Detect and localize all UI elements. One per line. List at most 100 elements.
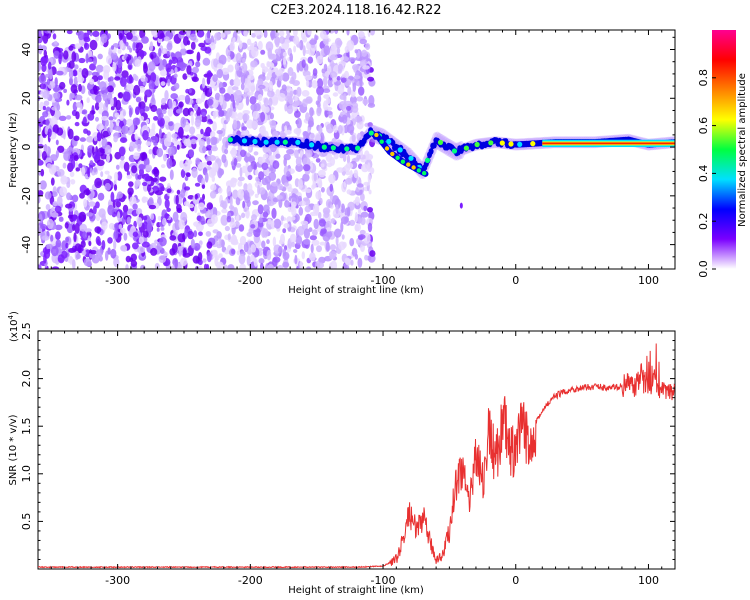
noise-speck (193, 230, 198, 238)
noise-speck (279, 30, 285, 37)
ridge-dot (499, 140, 505, 146)
noise-speck (201, 184, 206, 190)
noise-speck (168, 98, 173, 109)
noise-speck (245, 209, 250, 219)
noise-speck (301, 59, 306, 68)
noise-speck (305, 112, 310, 122)
ridge-dot (241, 138, 248, 144)
ridge-dot (408, 155, 414, 161)
noise-speck (55, 239, 62, 248)
noise-speck (317, 262, 325, 269)
noise-speck (81, 250, 87, 256)
noise-speck (126, 83, 134, 91)
noise-speck (353, 169, 359, 179)
noise-speck (264, 106, 270, 113)
noise-speck (125, 264, 129, 269)
noise-speck (260, 111, 266, 123)
noise-speck (202, 258, 207, 263)
noise-speck (206, 70, 212, 80)
noise-speck (55, 150, 60, 158)
noise-speck (178, 245, 183, 252)
y-tick-label: 20 (20, 91, 33, 105)
y-tick-label: -40 (20, 236, 33, 254)
noise-speck (218, 54, 227, 65)
x-tick-label: -300 (105, 274, 130, 287)
noise-speck (357, 208, 362, 215)
noise-speck (64, 222, 69, 229)
noise-speck (43, 253, 47, 264)
noise-speck (46, 163, 52, 169)
noise-speck (104, 119, 109, 127)
noise-speck (120, 154, 125, 161)
noise-speck (114, 198, 120, 203)
snr-ylabel: SNR (10 * v/v) (8, 414, 19, 485)
noise-speck (342, 56, 349, 62)
noise-speck (281, 123, 286, 133)
noise-speck (120, 245, 127, 252)
noise-speck (152, 177, 158, 182)
noise-speck (39, 180, 47, 190)
noise-speck (62, 162, 67, 169)
noise-speck (325, 97, 331, 105)
noise-speck (221, 154, 227, 164)
noise-speck (301, 90, 310, 97)
noise-speck (102, 65, 111, 74)
noise-speck (242, 113, 250, 122)
noise-speck (360, 193, 365, 202)
noise-speck (210, 146, 218, 152)
noise-speck (354, 223, 361, 232)
noise-speck (262, 211, 269, 218)
noise-speck (268, 80, 273, 92)
noise-speck (270, 30, 276, 39)
noise-speck (139, 167, 144, 177)
noise-speck (42, 111, 49, 118)
noise-speck (166, 207, 171, 212)
noise-speck (356, 132, 362, 142)
ridge-mark (431, 142, 437, 149)
noise-speck (92, 30, 100, 37)
noise-speck (308, 252, 316, 261)
noise-speck (334, 30, 339, 34)
noise-speck (265, 76, 269, 81)
noise-speck (279, 130, 285, 139)
noise-speck (233, 207, 238, 217)
noise-speck (139, 50, 147, 57)
noise-speck (354, 115, 363, 123)
noise-speck (340, 203, 345, 213)
noise-speck (74, 43, 82, 49)
noise-speck (109, 97, 115, 107)
noise-speck (272, 96, 279, 105)
noise-speck (356, 96, 364, 102)
noise-speck (282, 261, 290, 268)
noise-speck (340, 221, 344, 233)
noise-speck (198, 202, 205, 211)
noise-speck (89, 250, 97, 255)
noise-speck (286, 216, 293, 224)
noise-speck (108, 222, 115, 230)
noise-speck (69, 77, 73, 86)
noise-speck (277, 92, 286, 102)
noise-speck (73, 155, 79, 162)
noise-speck (56, 103, 61, 111)
snr-panel: -300 -200 -100 0 100 0.5 1.0 1.5 2.0 2.5 Height o… (7, 311, 676, 596)
noise-speck (69, 93, 73, 102)
noise-speck (83, 258, 92, 267)
noise-speck (70, 179, 76, 185)
ridge-mark (390, 139, 396, 147)
noise-speck (274, 31, 280, 37)
noise-speck (311, 239, 320, 246)
noise-speck (305, 188, 312, 193)
noise-speck (323, 45, 331, 56)
noise-speck (316, 78, 324, 89)
noise-speck (141, 196, 149, 203)
noise-speck (346, 124, 355, 134)
noise-speck (158, 47, 162, 57)
noise-speck (322, 233, 331, 242)
noise-speck (281, 84, 287, 91)
noise-speck (186, 30, 191, 37)
noise-speck (233, 119, 238, 130)
noise-speck (302, 157, 311, 167)
noise-speck (155, 190, 163, 196)
noise-speck (117, 92, 124, 99)
noise-speck (272, 236, 277, 247)
